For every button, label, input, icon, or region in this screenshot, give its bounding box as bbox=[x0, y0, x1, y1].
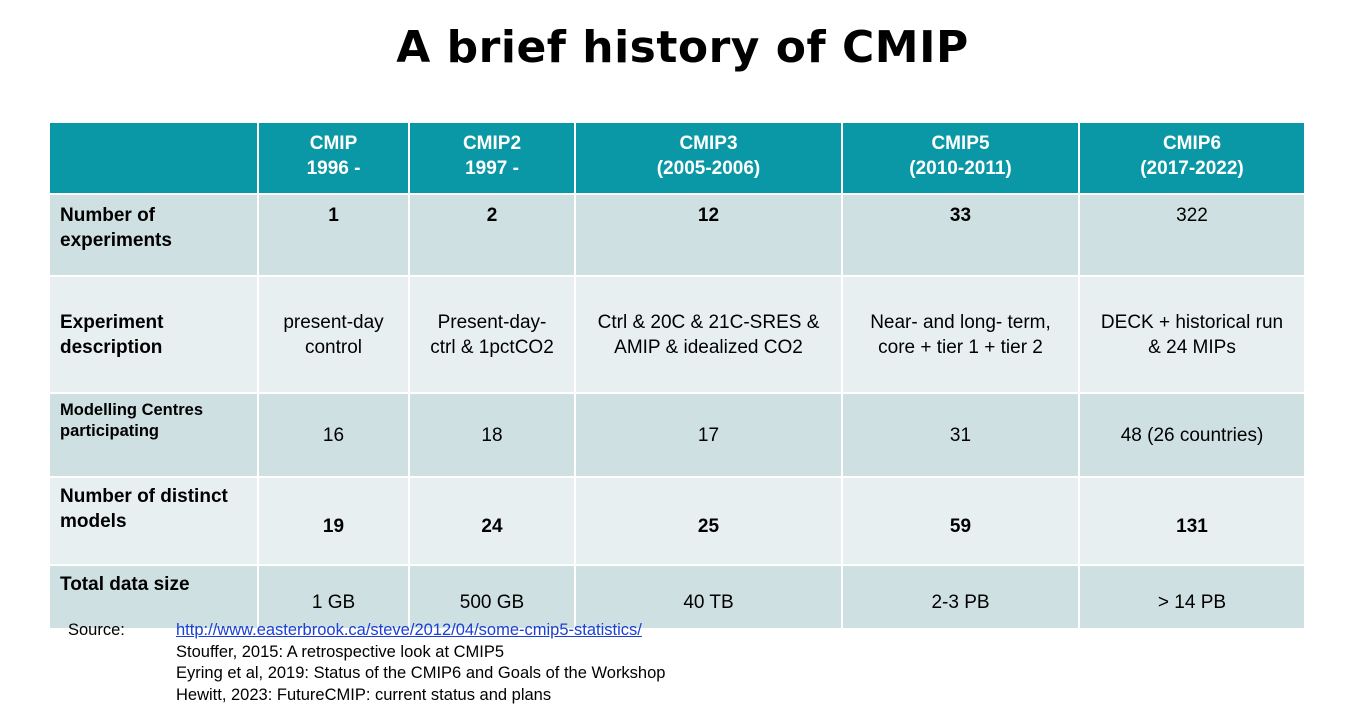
cell-datasize-cmip3: 40 TB bbox=[574, 564, 843, 630]
reference-stouffer: Stouffer, 2015: A retrospective look at … bbox=[176, 642, 505, 661]
header-cmip: CMIP 1996 - bbox=[257, 121, 410, 195]
reference-hewitt: Hewitt, 2023: FutureCMIP: current status… bbox=[176, 685, 552, 704]
source-link[interactable]: http://www.easterbrook.ca/steve/2012/04/… bbox=[176, 621, 642, 639]
cell-experiments-cmip: 1 bbox=[257, 193, 410, 277]
cmip-history-table: CMIP 1996 - CMIP2 1997 - CMIP3 (2005-2006) … bbox=[48, 121, 1306, 630]
source-label: Source: bbox=[68, 621, 125, 639]
table-row-centres: Modelling Centres participating 16 18 17 … bbox=[48, 392, 1306, 478]
cell-datasize-cmip: 1 GB bbox=[257, 564, 410, 630]
row-label-models: Number of distinct models bbox=[48, 476, 259, 566]
cell-centres-cmip2: 18 bbox=[408, 392, 576, 478]
table-row-experiments: Number of experiments 1 2 12 33 322 bbox=[48, 193, 1306, 277]
slide-title: A brief history of CMIP bbox=[396, 22, 969, 73]
cell-experiments-cmip3: 12 bbox=[574, 193, 843, 277]
cell-experiments-cmip6: 322 bbox=[1078, 193, 1306, 277]
cell-datasize-cmip5: 2-3 PB bbox=[841, 564, 1080, 630]
cell-centres-cmip: 16 bbox=[257, 392, 410, 478]
row-label-experiments: Number of experiments bbox=[48, 193, 259, 277]
cell-description-cmip6: DECK + historical run & 24 MIPs bbox=[1078, 275, 1306, 394]
cell-description-cmip: present-day control bbox=[257, 275, 410, 394]
table-row-models: Number of distinct models 19 24 25 59 131 bbox=[48, 476, 1306, 566]
table-row-description: Experiment description present-day control… bbox=[48, 275, 1306, 394]
table-header-row: CMIP 1996 - CMIP2 1997 - CMIP3 (2005-2006) … bbox=[48, 121, 1306, 195]
source-references: http://www.easterbrook.ca/steve/2012/04/… bbox=[176, 620, 776, 706]
cell-models-cmip3: 25 bbox=[574, 476, 843, 566]
cell-models-cmip6: 131 bbox=[1078, 476, 1306, 566]
table-row-datasize: Total data size 1 GB 500 GB 40 TB 2-3 PB… bbox=[48, 564, 1306, 630]
cell-models-cmip: 19 bbox=[257, 476, 410, 566]
cell-centres-cmip6: 48 (26 countries) bbox=[1078, 392, 1306, 478]
header-cmip3: CMIP3 (2005-2006) bbox=[574, 121, 843, 195]
row-label-centres: Modelling Centres participating bbox=[48, 392, 259, 478]
cell-centres-cmip3: 17 bbox=[574, 392, 843, 478]
cell-models-cmip2: 24 bbox=[408, 476, 576, 566]
cell-centres-cmip5: 31 bbox=[841, 392, 1080, 478]
reference-eyring: Eyring et al, 2019: Status of the CMIP6 … bbox=[176, 664, 666, 682]
cell-models-cmip5: 59 bbox=[841, 476, 1080, 566]
cell-description-cmip5: Near- and long- term, core + tier 1 + tie… bbox=[841, 275, 1080, 394]
cell-datasize-cmip2: 500 GB bbox=[408, 564, 576, 630]
header-cmip6: CMIP6 (2017-2022) bbox=[1078, 121, 1306, 195]
row-label-description: Experiment description bbox=[48, 275, 259, 394]
header-corner bbox=[48, 121, 259, 195]
cell-experiments-cmip5: 33 bbox=[841, 193, 1080, 277]
header-cmip5: CMIP5 (2010-2011) bbox=[841, 121, 1080, 195]
row-label-datasize: Total data size bbox=[48, 564, 259, 630]
header-cmip2: CMIP2 1997 - bbox=[408, 121, 576, 195]
cell-description-cmip3: Ctrl & 20C & 21C-SRES & AMIP & idealized … bbox=[574, 275, 843, 394]
cell-datasize-cmip6: > 14 PB bbox=[1078, 564, 1306, 630]
cell-experiments-cmip2: 2 bbox=[408, 193, 576, 277]
cell-description-cmip2: Present-day-ctrl & 1pctCO2 bbox=[408, 275, 576, 394]
